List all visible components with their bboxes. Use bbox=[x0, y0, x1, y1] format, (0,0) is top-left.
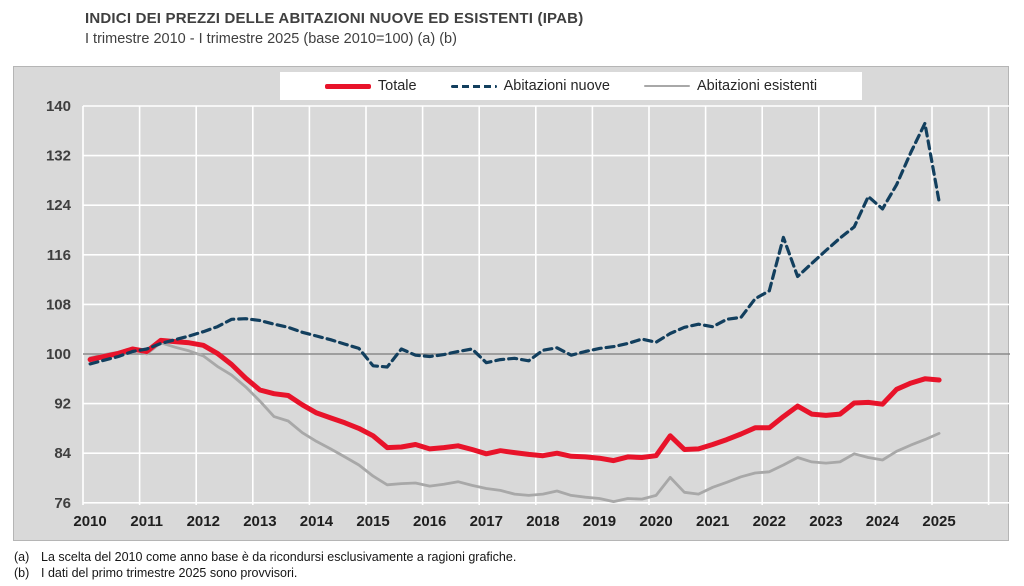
x-axis-label: 2014 bbox=[300, 513, 334, 530]
legend: Totale Abitazioni nuove Abitazioni esist… bbox=[280, 72, 862, 100]
x-axis-label: 2015 bbox=[356, 513, 389, 530]
x-axis-label: 2016 bbox=[413, 513, 446, 530]
x-axis-label: 2013 bbox=[243, 513, 276, 530]
chart-area: 76 84 92 100 108 116 124 132 140 2010 2011 2012 2013… bbox=[13, 66, 1010, 541]
y-axis-label: 124 bbox=[46, 197, 72, 214]
x-axis-label: 2021 bbox=[696, 513, 729, 530]
y-axis-label: 76 bbox=[54, 495, 71, 512]
x-axis-label: 2018 bbox=[526, 513, 559, 530]
footnote-a-tag: (a) bbox=[14, 550, 30, 564]
plot-canvas: 76 84 92 100 108 116 124 132 140 2010 2011 2012 2013… bbox=[46, 98, 1010, 530]
series-line-totale bbox=[87, 337, 942, 464]
y-axis-label: 140 bbox=[46, 98, 71, 115]
x-axis-label: 2011 bbox=[130, 513, 163, 530]
footnote-b-tag: (b) bbox=[14, 566, 30, 581]
y-axis-label: 108 bbox=[46, 296, 71, 313]
abitazioni-esistenti-line-sample bbox=[644, 84, 691, 88]
y-axis-label: 92 bbox=[54, 396, 71, 413]
footnote-b-text: I dati del primo trimestre 2025 sono pro… bbox=[41, 566, 298, 581]
legend-item-abitazioni-esistenti: Abitazioni esistenti bbox=[644, 78, 817, 94]
abitazioni-nuove-line-sample bbox=[450, 84, 497, 88]
series-line-abitazioni-esistenti bbox=[88, 341, 941, 504]
x-axis-label: 2022 bbox=[753, 513, 786, 530]
legend-item-abitazioni-nuove: Abitazioni nuove bbox=[450, 78, 611, 94]
footnote-a: (a) La scelta del 2010 come anno base è … bbox=[14, 549, 516, 565]
x-axis-label: 2017 bbox=[470, 513, 503, 530]
series-line-abitazioni-nuove bbox=[88, 121, 941, 369]
x-axis-label: 2024 bbox=[866, 513, 900, 530]
legend-label-abitazioni-nuove: Abitazioni nuove bbox=[503, 78, 611, 94]
legend-label-abitazioni-esistenti: Abitazioni esistenti bbox=[697, 78, 818, 94]
page-title: INDICI DEI PREZZI DELLE ABITAZIONI NUOVE… bbox=[85, 10, 584, 27]
x-axis-label: 2023 bbox=[809, 513, 842, 530]
x-axis-label: 2020 bbox=[639, 513, 672, 530]
y-axis-label: 132 bbox=[46, 148, 71, 165]
y-axis-label: 116 bbox=[47, 247, 71, 264]
footnote-b: (b) I dati del primo trimestre 2025 sono… bbox=[14, 565, 516, 581]
x-axis-label: 2025 bbox=[922, 513, 955, 530]
x-axis-label: 2019 bbox=[583, 513, 616, 530]
y-axis-label: 100 bbox=[46, 346, 71, 363]
x-axis-label: 2012 bbox=[187, 513, 220, 530]
y-axis-label: 84 bbox=[54, 445, 71, 462]
page-subtitle: I trimestre 2010 - I trimestre 2025 (bas… bbox=[85, 31, 457, 47]
legend-label-totale: Totale bbox=[377, 78, 417, 94]
footnote-a-text: La scelta del 2010 come anno base è da r… bbox=[41, 550, 517, 564]
x-axis-label: 2010 bbox=[73, 513, 106, 530]
totale-line-sample bbox=[324, 83, 371, 89]
legend-item-totale: Totale bbox=[324, 78, 417, 94]
footnotes: (a) La scelta del 2010 come anno base è … bbox=[14, 549, 516, 582]
